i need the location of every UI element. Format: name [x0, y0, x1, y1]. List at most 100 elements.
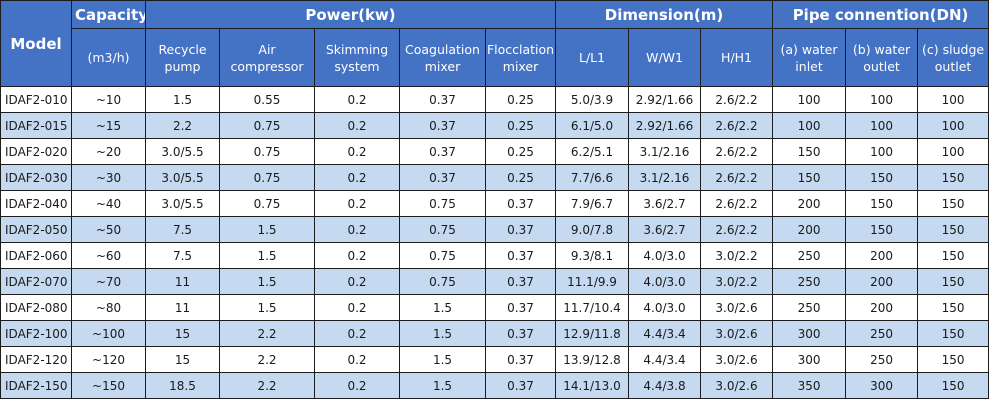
height-cell: 3.0/2.2	[700, 268, 774, 295]
recycle-pump-cell: 3.0/5.5	[145, 138, 220, 165]
length-cell: 12.9/11.8	[555, 320, 630, 347]
capacity-cell: ~20	[71, 138, 146, 165]
coagulation-mixer-cell: 1.5	[399, 320, 486, 347]
skimming-system-header: Skimming system	[314, 28, 400, 87]
width-cell: 4.4/3.4	[628, 320, 702, 347]
water-inlet-cell: 250	[772, 242, 847, 269]
length-cell: 14.1/13.0	[555, 372, 630, 399]
water-outlet-cell: 200	[845, 268, 919, 295]
skimming-system-cell: 0.2	[314, 346, 400, 373]
flocclation-mixer-cell: 0.37	[484, 372, 557, 399]
skimming-system-cell: 0.2	[314, 268, 400, 295]
recycle-pump-cell: 1.5	[145, 86, 220, 113]
width-cell: 4.0/3.0	[628, 268, 702, 295]
air-compressor-cell: 1.5	[219, 216, 315, 243]
length-cell: 11.1/9.9	[555, 268, 630, 295]
height-cell: 2.6/2.2	[700, 190, 774, 217]
flocclation-mixer-cell: 0.37	[484, 216, 557, 243]
water-outlet-cell: 300	[845, 372, 919, 399]
width-cell: 4.4/3.8	[628, 372, 702, 399]
skimming-system-cell: 0.2	[314, 294, 400, 321]
width-cell: 3.1/2.16	[628, 164, 702, 191]
length-cell: 5.0/3.9	[555, 86, 630, 113]
dimension-header: Dimension(m)	[555, 0, 774, 29]
height-cell: 2.6/2.2	[700, 164, 774, 191]
model-cell: IDAF2-015	[0, 112, 72, 139]
air-compressor-cell: 2.2	[219, 320, 315, 347]
skimming-system-cell: 0.2	[314, 112, 400, 139]
water-outlet-cell: 150	[845, 190, 919, 217]
height-cell: 2.6/2.2	[700, 112, 774, 139]
height-cell: 2.6/2.2	[700, 86, 774, 113]
table-row: IDAF2-080 ~80 11 1.5 0.2 1.5 0.37 11.7/10.4 4.0/…	[0, 294, 989, 321]
coagulation-mixer-cell: 1.5	[399, 372, 486, 399]
recycle-pump-cell: 11	[145, 268, 220, 295]
water-outlet-cell: 250	[845, 346, 919, 373]
pipe-connection-header: Pipe connention(DN)	[772, 0, 989, 29]
recycle-pump-cell: 3.0/5.5	[145, 190, 220, 217]
table-row: IDAF2-120 ~120 15 2.2 0.2 1.5 0.37 13.9/12.8 4.4…	[0, 346, 989, 373]
air-compressor-cell: 0.75	[219, 112, 315, 139]
coagulation-mixer-cell: 1.5	[399, 294, 486, 321]
sludge-outlet-cell: 150	[917, 294, 989, 321]
recycle-pump-cell: 7.5	[145, 216, 220, 243]
skimming-system-cell: 0.2	[314, 138, 400, 165]
length-cell: 7.9/6.7	[555, 190, 630, 217]
water-inlet-cell: 150	[772, 164, 847, 191]
table-row: IDAF2-015 ~15 2.2 0.75 0.2 0.37 0.25 6.1/5.0 2.9…	[0, 112, 989, 139]
model-cell: IDAF2-150	[0, 372, 72, 399]
table-row: IDAF2-010 ~10 1.5 0.55 0.2 0.37 0.25 5.0/3.9 2.9…	[0, 86, 989, 113]
capacity-cell: ~10	[71, 86, 146, 113]
water-outlet-cell: 200	[845, 294, 919, 321]
sludge-outlet-cell: 150	[917, 268, 989, 295]
water-inlet-cell: 300	[772, 346, 847, 373]
sludge-outlet-cell: 150	[917, 190, 989, 217]
power-header: Power(kw)	[144, 0, 557, 29]
coagulation-mixer-cell: 0.75	[399, 268, 486, 295]
recycle-pump-cell: 2.2	[145, 112, 220, 139]
flocclation-mixer-header: Flocclation mixer	[484, 28, 557, 87]
recycle-pump-cell: 7.5	[145, 242, 220, 269]
table-row: IDAF2-150 ~150 18.5 2.2 0.2 1.5 0.37 14.1/13.0 4…	[0, 372, 989, 399]
length-header: L/L1	[555, 28, 630, 87]
height-cell: 2.6/2.2	[700, 216, 774, 243]
water-inlet-cell: 150	[772, 138, 847, 165]
coagulation-mixer-cell: 0.75	[399, 242, 486, 269]
water-outlet-cell: 100	[845, 112, 919, 139]
model-header: Model	[0, 0, 72, 87]
skimming-system-cell: 0.2	[314, 242, 400, 269]
height-cell: 3.0/2.6	[700, 320, 774, 347]
water-inlet-cell: 100	[772, 112, 847, 139]
recycle-pump-cell: 18.5	[145, 372, 220, 399]
water-outlet-cell: 150	[845, 216, 919, 243]
table-row: IDAF2-040 ~40 3.0/5.5 0.75 0.2 0.75 0.37 7.9/6.…	[0, 190, 989, 217]
skimming-system-cell: 0.2	[314, 190, 400, 217]
table-row: IDAF2-050 ~50 7.5 1.5 0.2 0.75 0.37 9.0/7.8 3.6/…	[0, 216, 989, 243]
air-compressor-cell: 1.5	[219, 268, 315, 295]
capacity-cell: ~100	[71, 320, 146, 347]
recycle-pump-cell: 3.0/5.5	[145, 164, 220, 191]
air-compressor-cell: 1.5	[219, 294, 315, 321]
sludge-outlet-cell: 150	[917, 372, 989, 399]
water-outlet-cell: 250	[845, 320, 919, 347]
sludge-outlet-cell: 100	[917, 86, 989, 113]
model-cell: IDAF2-070	[0, 268, 72, 295]
flocclation-mixer-cell: 0.37	[484, 294, 557, 321]
model-cell: IDAF2-060	[0, 242, 72, 269]
table-header: Model Capacity Power(kw) Dimension(m) Pi…	[0, 0, 989, 87]
coagulation-mixer-cell: 0.75	[399, 216, 486, 243]
sludge-outlet-header: (c) sludge outlet	[917, 28, 989, 87]
water-inlet-cell: 100	[772, 86, 847, 113]
table-row: IDAF2-070 ~70 11 1.5 0.2 0.75 0.37 11.1/9.9 4.0/…	[0, 268, 989, 295]
capacity-cell: ~150	[71, 372, 146, 399]
air-compressor-cell: 1.5	[219, 242, 315, 269]
height-cell: 3.0/2.6	[700, 294, 774, 321]
length-cell: 11.7/10.4	[555, 294, 630, 321]
coagulation-mixer-cell: 1.5	[399, 346, 486, 373]
capacity-cell: ~30	[71, 164, 146, 191]
air-compressor-cell: 0.75	[219, 164, 315, 191]
sludge-outlet-cell: 150	[917, 216, 989, 243]
table-row: IDAF2-030 ~30 3.0/5.5 0.75 0.2 0.37 0.25 7.7/6.…	[0, 164, 989, 191]
flocclation-mixer-cell: 0.25	[484, 86, 557, 113]
recycle-pump-header: Recycle pump	[145, 28, 220, 87]
